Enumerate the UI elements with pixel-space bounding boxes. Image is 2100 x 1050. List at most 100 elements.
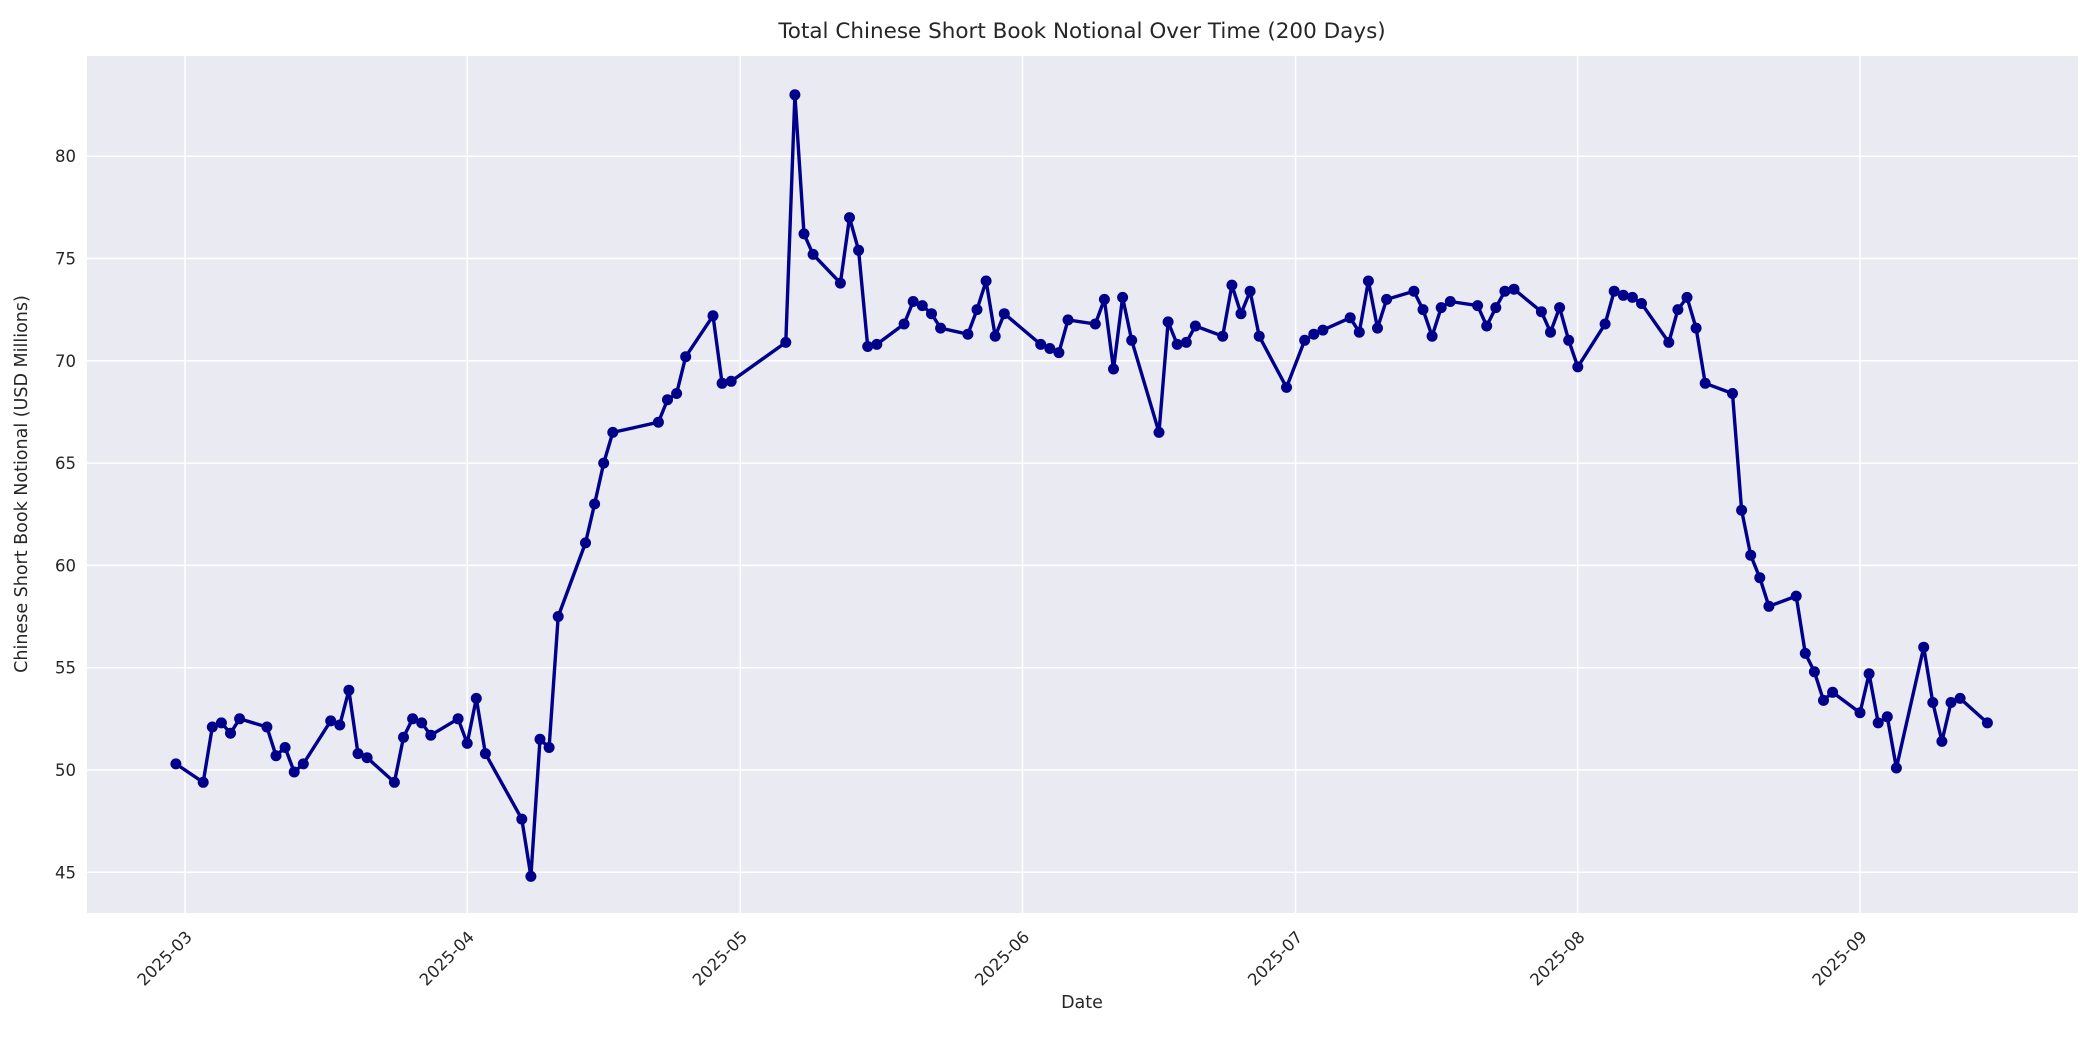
data-point <box>1444 296 1456 307</box>
data-point <box>580 537 591 549</box>
data-point <box>1235 308 1247 320</box>
data-point <box>1408 285 1420 297</box>
data-point <box>1927 697 1939 708</box>
data-point <box>288 766 300 778</box>
y-tick-label: 75 <box>55 250 76 269</box>
data-point <box>1281 381 1292 393</box>
y-tick-label: 70 <box>55 352 76 371</box>
data-point <box>1936 735 1948 747</box>
x-tick-label: 2025-09 <box>1809 927 1871 989</box>
series-layer <box>170 89 1993 882</box>
data-point <box>1035 338 1047 350</box>
x-axis-label: Date <box>1061 993 1103 1013</box>
data-point <box>1217 330 1229 342</box>
data-point <box>652 416 664 428</box>
data-point <box>225 727 236 739</box>
data-point <box>1736 504 1748 516</box>
data-point <box>716 377 728 389</box>
data-point <box>1381 293 1393 305</box>
data-point <box>1472 300 1484 312</box>
data-point <box>1663 336 1675 348</box>
data-point <box>1481 320 1493 332</box>
data-point <box>680 351 692 363</box>
data-point <box>1162 316 1174 328</box>
data-point <box>197 776 209 788</box>
data-point <box>325 715 337 727</box>
x-tick-label: 2025-06 <box>971 927 1033 989</box>
data-point <box>1636 298 1647 309</box>
data-point <box>844 212 855 224</box>
data-point <box>525 870 537 882</box>
data-point <box>297 758 309 770</box>
data-point <box>707 310 719 322</box>
data-point <box>1827 686 1839 698</box>
data-point <box>1945 697 1957 708</box>
data-point <box>1044 343 1056 354</box>
x-tick-label: 2025-05 <box>689 927 751 989</box>
y-tick-label: 60 <box>55 556 76 575</box>
y-tick-label: 80 <box>55 147 76 166</box>
data-point <box>1608 285 1620 297</box>
data-point <box>388 776 400 788</box>
data-point <box>261 721 273 733</box>
data-point <box>407 713 419 725</box>
data-point <box>1344 312 1356 324</box>
data-point <box>215 717 227 729</box>
data-point <box>1180 336 1192 348</box>
data-point <box>543 742 555 753</box>
data-point <box>998 308 1010 320</box>
data-point <box>352 748 364 760</box>
y-tick-label: 45 <box>55 863 76 882</box>
data-point <box>1881 711 1893 723</box>
data-point <box>980 275 992 287</box>
data-point <box>516 813 528 825</box>
data-point <box>853 244 865 256</box>
data-point <box>1545 326 1556 338</box>
data-point <box>461 737 473 749</box>
data-point <box>1954 692 1966 704</box>
data-point <box>343 684 355 696</box>
data-point <box>1572 361 1584 373</box>
data-point <box>1126 334 1138 346</box>
data-point <box>1189 320 1201 332</box>
data-point <box>898 318 910 330</box>
data-point <box>1226 279 1238 291</box>
data-point <box>1053 347 1065 359</box>
data-point <box>1372 322 1383 334</box>
data-point <box>1599 318 1611 330</box>
x-tick-label: 2025-07 <box>1244 927 1306 989</box>
data-point <box>479 748 491 760</box>
data-point <box>1308 328 1320 340</box>
y-tick-label: 65 <box>55 454 76 473</box>
data-point <box>1499 285 1511 297</box>
data-point <box>971 304 983 316</box>
data-point <box>807 248 819 260</box>
data-point <box>962 328 974 340</box>
data-point <box>1872 717 1884 729</box>
data-point <box>425 729 437 741</box>
data-point <box>234 713 246 725</box>
data-point <box>1727 388 1738 399</box>
data-point <box>780 336 792 348</box>
data-point <box>552 611 564 622</box>
data-point <box>862 341 874 352</box>
data-point <box>1435 302 1447 314</box>
data-point <box>1617 289 1629 301</box>
data-point <box>1299 334 1311 346</box>
data-point <box>1818 694 1829 706</box>
data-point <box>798 228 810 240</box>
data-point <box>834 277 846 289</box>
data-point <box>206 721 218 733</box>
x-tick-label: 2025-04 <box>416 927 478 989</box>
x-tick-label: 2025-08 <box>1526 927 1588 989</box>
data-point <box>789 89 801 101</box>
data-point <box>1672 304 1684 316</box>
data-point <box>1808 666 1820 678</box>
chart-title: Total Chinese Short Book Notional Over T… <box>777 19 1385 44</box>
data-point <box>671 388 683 399</box>
data-point <box>871 338 883 350</box>
data-point <box>1763 600 1775 612</box>
data-point <box>1690 322 1702 334</box>
